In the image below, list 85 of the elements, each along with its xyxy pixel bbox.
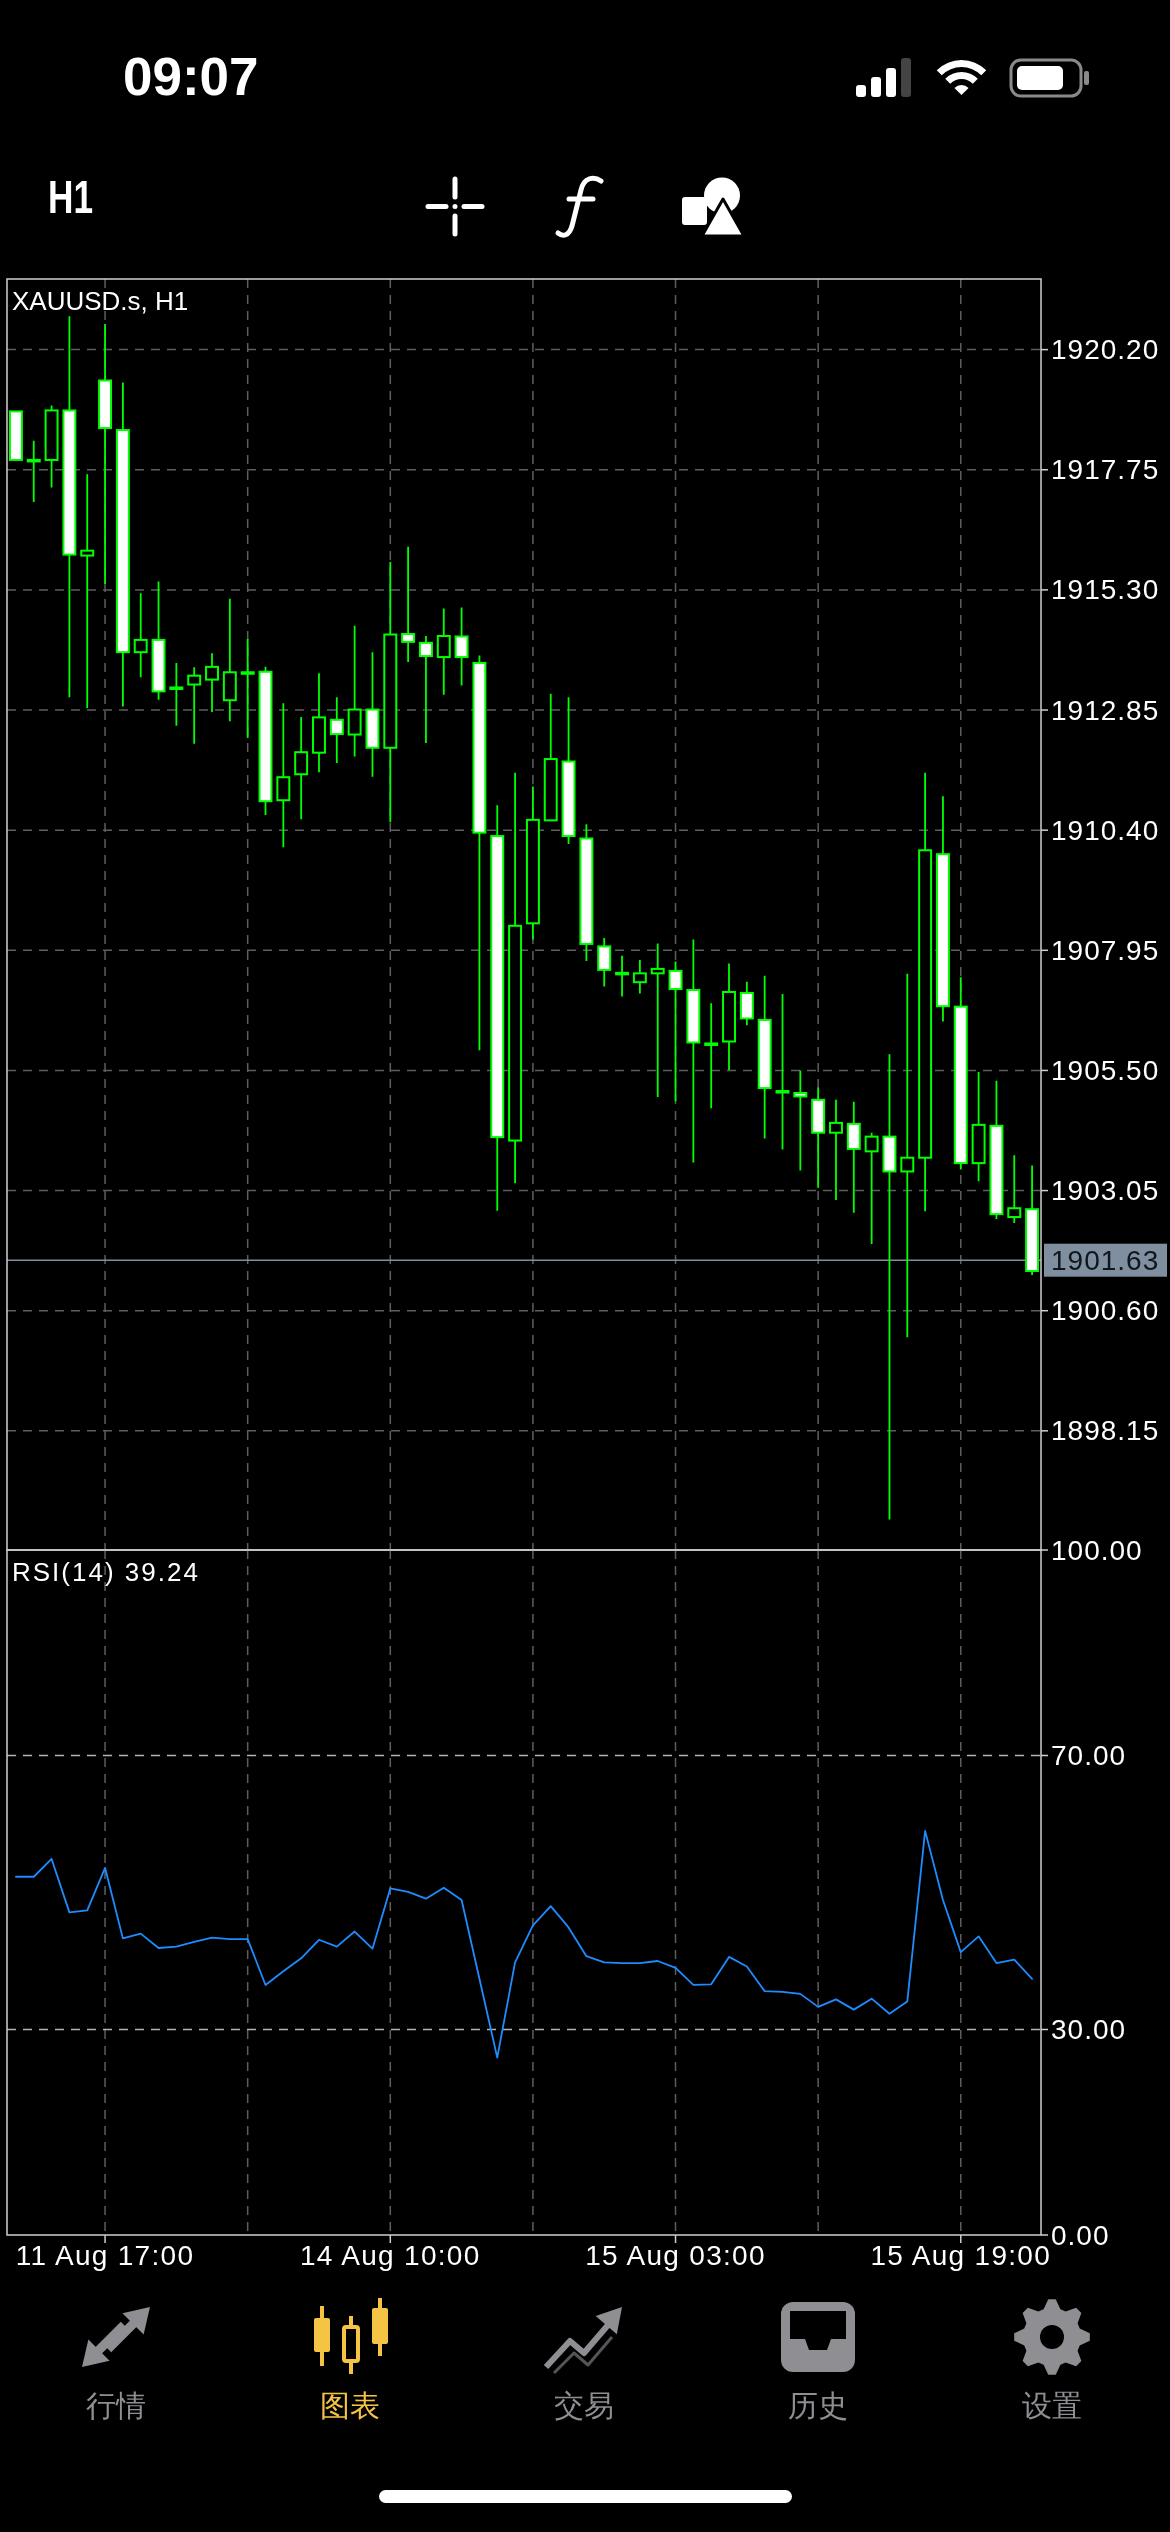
candlestick bbox=[829, 1098, 843, 1201]
candlestick bbox=[26, 439, 41, 504]
candlestick bbox=[935, 795, 950, 1023]
candlestick bbox=[722, 962, 736, 1071]
text: 行情 bbox=[86, 2389, 146, 2422]
candlestick bbox=[258, 665, 273, 816]
x-tick-label: 15 Aug 03:00 bbox=[585, 2240, 766, 2271]
y-tick-label: 30.00 bbox=[1051, 2014, 1127, 2045]
candlestick bbox=[739, 980, 754, 1027]
candlestick bbox=[704, 1002, 719, 1110]
candlestick bbox=[347, 624, 362, 758]
candlestick bbox=[205, 652, 219, 713]
candlestick bbox=[276, 702, 291, 849]
candlestick bbox=[133, 592, 148, 679]
candlestick bbox=[632, 959, 647, 995]
candlestick bbox=[686, 938, 701, 1164]
y-tick-label: 1905.50 bbox=[1051, 1054, 1160, 1086]
candlestick bbox=[222, 597, 237, 723]
candlestick bbox=[312, 672, 326, 774]
candlestick bbox=[294, 715, 309, 821]
chart-title: RSI(14) 39.24 bbox=[12, 1557, 200, 1587]
y-tick-label: 1920.20 bbox=[1051, 334, 1160, 366]
text: 09:07 bbox=[123, 47, 259, 106]
candlestick bbox=[900, 972, 915, 1339]
candlestick bbox=[668, 960, 683, 1103]
candlestick bbox=[98, 323, 113, 585]
line-series bbox=[15, 1829, 1033, 2059]
candlestick bbox=[757, 974, 772, 1140]
candlestick bbox=[561, 696, 576, 845]
candlestick bbox=[811, 1086, 826, 1189]
text: H1 bbox=[48, 171, 107, 223]
candlestick bbox=[490, 804, 505, 1212]
candlestick bbox=[543, 692, 558, 822]
candlestick bbox=[115, 381, 130, 708]
text: 交易 bbox=[554, 2389, 614, 2422]
candlestick bbox=[650, 942, 665, 1098]
candlestick bbox=[597, 937, 612, 988]
candlestick bbox=[472, 654, 487, 1052]
candlestick bbox=[151, 580, 166, 701]
candlestick bbox=[329, 696, 344, 764]
candlestick bbox=[989, 1079, 1004, 1220]
candlestick bbox=[169, 662, 184, 727]
y-tick-label: 1915.30 bbox=[1051, 574, 1160, 606]
y-tick-label: 1917.75 bbox=[1051, 454, 1160, 486]
candlestick bbox=[454, 606, 469, 687]
candlestick bbox=[44, 404, 59, 489]
candlestick bbox=[864, 1131, 879, 1245]
y-tick-label: 0.00 bbox=[1051, 2219, 1110, 2251]
candlestick bbox=[953, 976, 968, 1171]
candlestick bbox=[846, 1100, 861, 1214]
y-tick-label: 1912.85 bbox=[1051, 694, 1160, 726]
candlestick bbox=[775, 993, 790, 1151]
candlestick bbox=[579, 823, 594, 962]
candlestick bbox=[508, 771, 523, 1185]
x-tick-label: 11 Aug 17:00 bbox=[15, 2240, 195, 2271]
y-tick-label: 70.00 bbox=[1051, 1740, 1127, 1771]
x-tick-label: 15 Aug 19:00 bbox=[870, 2240, 1052, 2271]
x-tick-label: 14 Aug 10:00 bbox=[299, 2240, 481, 2271]
candlestick bbox=[525, 785, 540, 941]
candlestick bbox=[240, 638, 255, 739]
candlestick bbox=[187, 666, 202, 745]
candlestick bbox=[365, 651, 380, 778]
ref-line-label: 1901.63 bbox=[1051, 1244, 1160, 1276]
candlestick bbox=[793, 1069, 808, 1172]
text: 历史 bbox=[788, 2389, 848, 2422]
y-tick-label: 1900.60 bbox=[1051, 1295, 1160, 1327]
candlestick bbox=[401, 545, 416, 663]
candlestick bbox=[882, 1053, 897, 1521]
candlestick bbox=[918, 771, 933, 1213]
y-tick-label: 1903.05 bbox=[1051, 1175, 1160, 1207]
candlestick bbox=[1007, 1154, 1022, 1224]
candlestick bbox=[615, 954, 630, 998]
candlestick bbox=[62, 315, 77, 699]
candlestick bbox=[436, 607, 451, 696]
candlestick bbox=[383, 561, 398, 824]
y-tick-label: 1910.40 bbox=[1051, 814, 1160, 846]
y-tick-label: 1898.15 bbox=[1051, 1415, 1160, 1447]
candlestick bbox=[971, 1071, 986, 1183]
text: 设置 bbox=[1022, 2389, 1082, 2422]
chart-title: XAUUSD.s, H1 bbox=[12, 286, 189, 316]
candlestick bbox=[80, 473, 95, 709]
text: 图表 bbox=[320, 2389, 380, 2422]
y-tick-label: 100.00 bbox=[1051, 1534, 1143, 1566]
candlestick bbox=[418, 635, 433, 744]
y-tick-label: 1907.95 bbox=[1051, 934, 1160, 966]
